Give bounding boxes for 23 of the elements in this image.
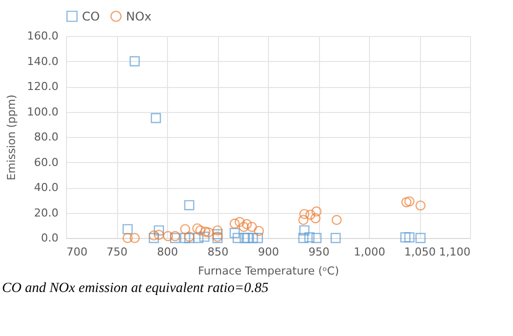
y-tick-label: 160.0 (27, 30, 58, 42)
y-tick-label: 20.0 (34, 206, 58, 220)
y-tick-label: 0.0 (41, 232, 58, 244)
legend-label: CO (82, 9, 100, 24)
y-tick-label: 140.0 (27, 54, 58, 68)
x-tick-label: 900 (258, 246, 279, 258)
y-tick-label: 60.0 (34, 156, 58, 169)
legend-label: NOx (126, 9, 152, 24)
x-tick-label: 1,050 (404, 246, 436, 258)
x-tick-label: 1,100 (439, 246, 470, 258)
x-tick-label: 1,000 (354, 246, 386, 258)
text: CO and NOx emission at equivalent ratio=0.85 (2, 281, 270, 297)
x-tick-label: 800 (157, 246, 178, 258)
y-tick-label: 120.0 (27, 80, 58, 93)
x-tick-label: 950 (308, 246, 330, 258)
y-tick-label: 40.0 (34, 181, 58, 194)
x-axis-title: Furnace Temperature (ᵒC) (198, 264, 340, 278)
y-axis-title: Emission (ppm) (5, 94, 18, 180)
x-tick-label: 750 (106, 246, 128, 258)
y-tick-label: 100.0 (27, 105, 58, 118)
x-tick-label: 850 (208, 246, 228, 258)
x-tick-label: 700 (66, 246, 88, 258)
y-tick-label: 80.0 (34, 130, 58, 144)
